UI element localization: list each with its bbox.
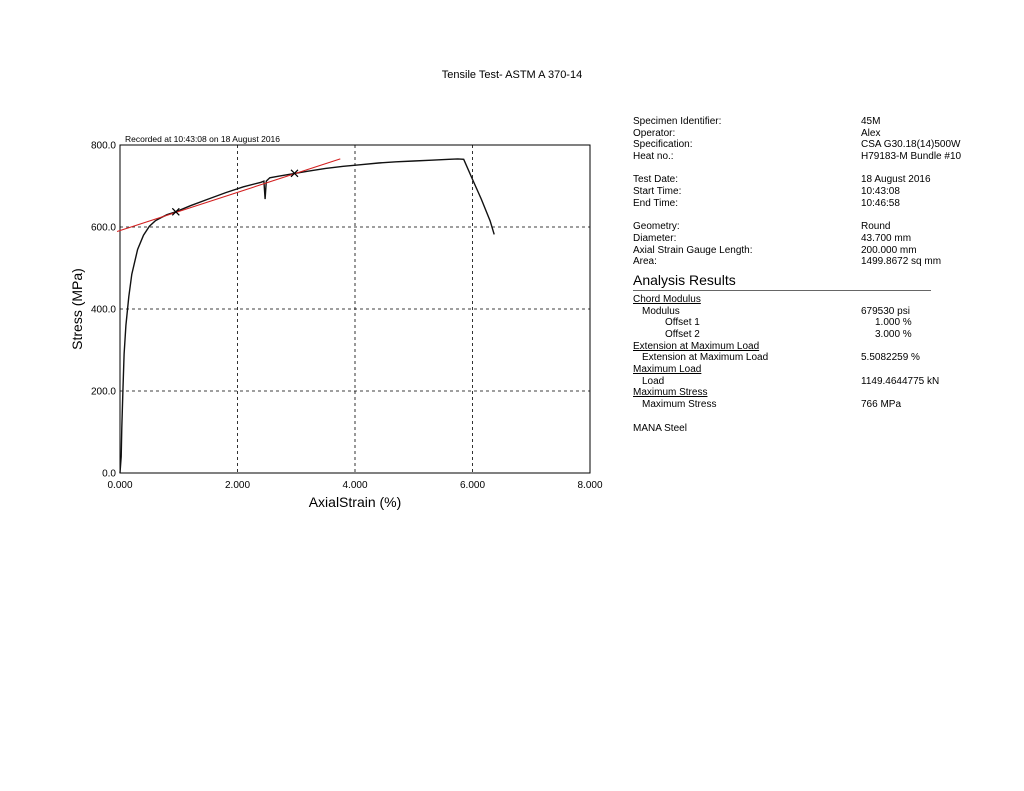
specimen-row: Specification: CSA G30.18(14)500W bbox=[633, 139, 963, 151]
offset2-value: 3.000 % bbox=[875, 329, 912, 340]
y-axis-title: Stress (MPa) bbox=[69, 268, 85, 350]
geometry-row: Geometry: Round bbox=[633, 221, 963, 233]
extension-title: Extension at Maximum Load bbox=[633, 340, 760, 352]
geometry-row: Axial Strain Gauge Length: 200.000 mm bbox=[633, 245, 963, 257]
offset1-label: Offset 1 bbox=[665, 317, 700, 329]
company-name: MANA Steel bbox=[633, 422, 687, 434]
max-stress-row: Maximum Stress 766 MPa bbox=[633, 399, 963, 411]
max-load-value: 1149.4644775 kN bbox=[861, 375, 940, 387]
specimen-value: 45M bbox=[861, 116, 881, 127]
timing-label: Start Time: bbox=[633, 186, 682, 198]
modulus-label: Modulus bbox=[642, 305, 680, 317]
geometry-label: Area: bbox=[633, 256, 657, 268]
analysis-results: Chord Modulus Modulus 679530 psi Offset … bbox=[633, 294, 963, 434]
analysis-results-heading: Analysis Results bbox=[633, 271, 931, 291]
stress-strain-chart: 0.000 2.000 4.000 6.000 8.000 0.0 200.0 400.0 60… bbox=[60, 125, 603, 515]
test-timing: Test Date: 18 August 2016 Start Time: 10:43… bbox=[633, 174, 963, 209]
chord-modulus-section: Chord Modulus bbox=[633, 294, 963, 306]
modulus-value: 679530 psi bbox=[861, 305, 910, 317]
max-load-label: Load bbox=[642, 375, 665, 387]
plot-frame bbox=[119, 144, 591, 474]
geometry-label: Axial Strain Gauge Length: bbox=[633, 244, 753, 256]
y-tick-label: 0.0 bbox=[102, 469, 116, 480]
specimen-value: CSA G30.18(14)500W bbox=[861, 139, 961, 151]
recorded-note: Recorded at 10:43:08 on 18 August 2016 bbox=[125, 134, 280, 144]
timing-value: 10:43:08 bbox=[861, 186, 900, 198]
x-tick-label: 6.000 bbox=[460, 480, 485, 491]
specimen-row: Heat no.: H79183-M Bundle #10 bbox=[633, 151, 963, 163]
offset1-row: Offset 1 1.000 % bbox=[633, 317, 963, 329]
y-tick-label: 600.0 bbox=[91, 223, 116, 234]
timing-value: 10:46:58 bbox=[861, 197, 900, 209]
geometry-value: 43.700 mm bbox=[861, 232, 912, 244]
x-tick-label: 8.000 bbox=[577, 480, 602, 491]
y-tick-label: 400.0 bbox=[91, 305, 116, 316]
timing-label: End Time: bbox=[633, 197, 679, 209]
stress-strain-curve bbox=[119, 158, 495, 474]
extension-row: Extension at Maximum Load 5.5082259 % bbox=[633, 352, 963, 364]
extension-section: Extension at Maximum Load bbox=[633, 341, 963, 353]
max-stress-title: Maximum Stress bbox=[633, 387, 708, 399]
max-stress-value: 766 MPa bbox=[861, 399, 902, 411]
timing-label: Test Date: bbox=[633, 174, 679, 186]
geometry-value: Round bbox=[861, 221, 891, 233]
offset-marker bbox=[290, 169, 299, 178]
company-row: MANA Steel bbox=[633, 423, 963, 435]
max-stress-label: Maximum Stress bbox=[642, 399, 717, 411]
max-stress-section: Maximum Stress bbox=[633, 387, 963, 399]
x-axis-title: AxialStrain (%) bbox=[309, 494, 402, 510]
specimen-value: H79183-M Bundle #10 bbox=[861, 151, 962, 163]
geometry-label: Diameter: bbox=[633, 232, 677, 244]
offset-marker bbox=[171, 207, 180, 216]
specimen-label: Specimen Identifier: bbox=[633, 116, 722, 127]
chart-canvas: 0.000 2.000 4.000 6.000 8.000 0.0 200.0 400.0 60… bbox=[69, 134, 603, 510]
max-load-title: Maximum Load bbox=[633, 364, 702, 376]
offset2-label: Offset 2 bbox=[665, 329, 700, 340]
modulus-row: Modulus 679530 psi bbox=[633, 306, 963, 318]
max-load-section: Maximum Load bbox=[633, 364, 963, 376]
report-title: Tensile Test- ASTM A 370-14 bbox=[441, 69, 583, 81]
geometry-row: Diameter: 43.700 mm bbox=[633, 233, 963, 245]
extension-value: 5.5082259 % bbox=[861, 352, 920, 364]
specimen-label: Specification: bbox=[633, 139, 693, 151]
x-tick-label: 2.000 bbox=[225, 480, 250, 491]
timing-value: 18 August 2016 bbox=[861, 174, 931, 186]
geometry-value: 200.000 mm bbox=[861, 244, 917, 256]
specimen-geometry: Geometry: Round Diameter: 43.700 mm Axial St… bbox=[633, 221, 963, 268]
timing-row: End Time: 10:46:58 bbox=[633, 198, 963, 210]
specimen-details: Specimen Identifier: 45M Operator: Alex Spec… bbox=[633, 116, 963, 163]
x-tick-label: 0.000 bbox=[107, 480, 132, 491]
extension-label: Extension at Maximum Load bbox=[642, 352, 769, 364]
geometry-label: Geometry: bbox=[633, 221, 680, 233]
timing-row: Start Time: 10:43:08 bbox=[633, 186, 963, 198]
specimen-label: Operator: bbox=[633, 127, 676, 139]
geometry-row: Area: 1499.8672 sq mm bbox=[633, 256, 963, 268]
x-tick-label: 4.000 bbox=[342, 480, 367, 491]
test-info-panel: Specimen Identifier: 45M Operator: Alex Spec… bbox=[633, 116, 963, 434]
offset2-row: Offset 2 3.000 % bbox=[633, 329, 963, 341]
y-tick-label: 200.0 bbox=[91, 387, 116, 398]
specimen-row: Specimen Identifier: 45M bbox=[633, 116, 963, 128]
specimen-value: Alex bbox=[861, 127, 881, 139]
geometry-value: 1499.8672 sq mm bbox=[861, 256, 942, 268]
specimen-row: Operator: Alex bbox=[633, 128, 963, 140]
offset1-value: 1.000 % bbox=[875, 317, 912, 329]
chord-modulus-title: Chord Modulus bbox=[633, 293, 701, 305]
max-load-row: Load 1149.4644775 kN bbox=[633, 376, 963, 388]
chord-modulus-line bbox=[116, 158, 341, 233]
y-tick-label: 800.0 bbox=[91, 141, 116, 152]
specimen-label: Heat no.: bbox=[633, 151, 674, 163]
timing-row: Test Date: 18 August 2016 bbox=[633, 174, 963, 186]
